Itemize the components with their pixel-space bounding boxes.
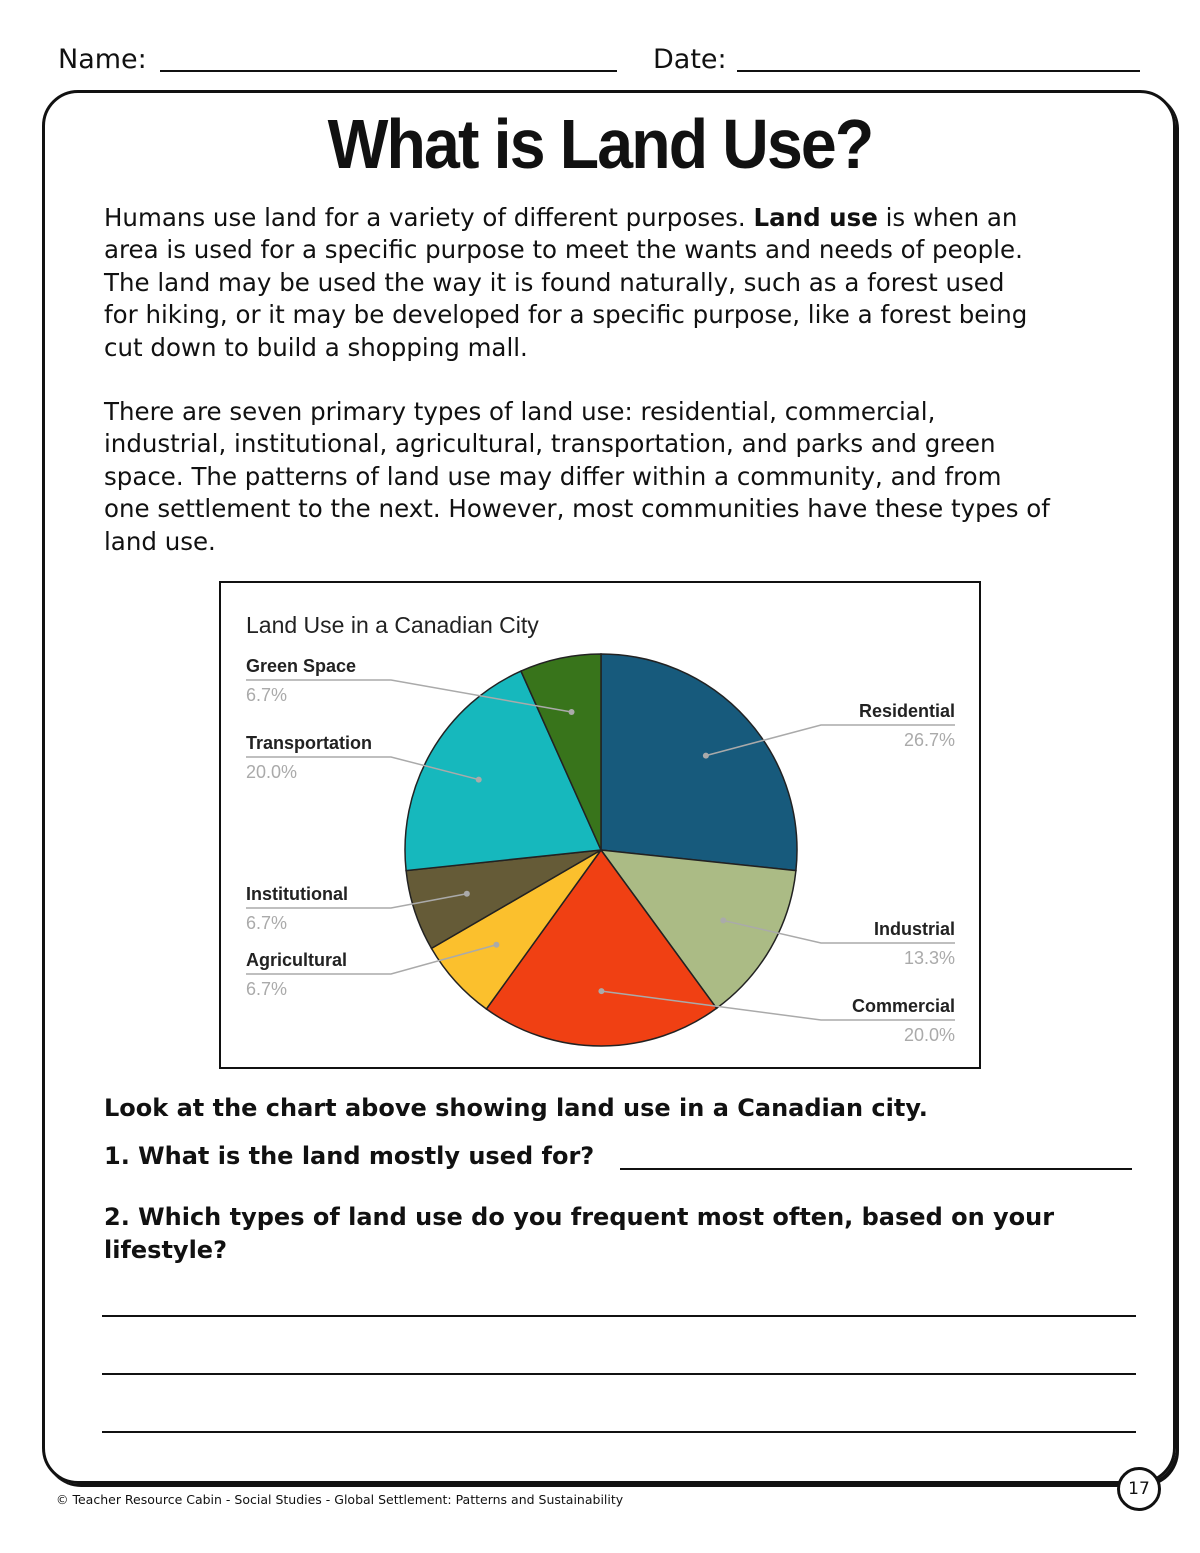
pie-slice-industrial (599, 849, 797, 1010)
leader-line-agricultural (246, 944, 497, 975)
pie-chart-svg: Land Use in a Canadian City Residential 2… (246, 612, 955, 1047)
label-agricultural: Agricultural (246, 950, 347, 970)
text-line: space. The patterns of land use may diff… (104, 461, 1002, 491)
leader-line-transportation (246, 756, 479, 781)
pie-slice-transportation (404, 670, 603, 872)
types-paragraph: There are seven primary types of land us… (104, 396, 1050, 558)
answer-2-line[interactable] (102, 1315, 1136, 1317)
leader-line-green-space (246, 679, 572, 713)
intro-paragraph: Humans use land for a variety of differe… (104, 202, 1027, 364)
text-line: for hiking, or it may be developed for a… (104, 300, 1028, 330)
question-2-line1: 2. Which types of land use do you freque… (104, 1203, 1055, 1231)
label-green-space: Green Space (246, 656, 356, 676)
worksheet-frame (42, 90, 1176, 1484)
question-intro: Look at the chart above showing land use… (104, 1094, 928, 1122)
pie-chart: Land Use in a Canadian City Residential 2… (219, 581, 981, 1069)
pie-slice-commercial (485, 848, 718, 1047)
text-line: one settlement to the next. However, mos… (104, 494, 1050, 524)
pie-slice-residential (600, 653, 798, 872)
answer-2-line[interactable] (102, 1373, 1136, 1375)
text: is when an (877, 203, 1018, 232)
text-line: cut down to build a shopping mall. (104, 332, 528, 362)
leader-dot-commercial (598, 988, 605, 995)
text-line: There are seven primary types of land us… (104, 397, 936, 426)
leader-line-residential (705, 724, 955, 757)
leader-dot-agricultural (493, 941, 500, 948)
leader-dot-transportation (475, 776, 482, 783)
page-number: 17 (1117, 1467, 1161, 1511)
text-line: industrial, institutional, agricultural,… (104, 429, 996, 459)
value-green-space: 6.7% (246, 685, 287, 705)
date-label: Date: (653, 44, 727, 75)
chart-title: Land Use in a Canadian City (246, 612, 539, 638)
name-label: Name: (58, 44, 147, 75)
question-2-line2: lifestyle? (104, 1236, 227, 1264)
text-line: The land may be used the way it is found… (104, 267, 1005, 297)
pie-slice-green-space (519, 653, 602, 851)
name-field[interactable] (160, 70, 617, 72)
leader-dot-industrial (720, 917, 727, 924)
answer-2-line[interactable] (102, 1431, 1136, 1433)
date-field[interactable] (737, 70, 1140, 72)
leader-line-industrial (723, 919, 955, 944)
footer-credit: © Teacher Resource Cabin - Social Studie… (56, 1492, 624, 1507)
bold-term: Land use (753, 203, 878, 232)
label-commercial: Commercial (852, 996, 955, 1016)
leader-dot-institutional (463, 890, 470, 897)
leader-dot-residential (702, 752, 709, 759)
text-line: land use. (104, 526, 216, 556)
label-institutional: Institutional (246, 884, 348, 904)
value-residential: 26.7% (904, 730, 955, 750)
leader-line-institutional (246, 893, 467, 909)
value-agricultural: 6.7% (246, 979, 287, 999)
label-residential: Residential (859, 701, 955, 721)
leader-dot-green-space (568, 708, 575, 715)
value-industrial: 13.3% (904, 948, 955, 968)
label-industrial: Industrial (874, 919, 955, 939)
question-1: 1. What is the land mostly used for? (104, 1142, 595, 1170)
text-line: area is used for a specific purpose to m… (104, 235, 1023, 265)
answer-1-line[interactable] (620, 1168, 1132, 1170)
label-transportation: Transportation (246, 733, 372, 753)
page-title: What is Land Use? (327, 105, 875, 183)
value-transportation: 20.0% (246, 762, 297, 782)
text: Humans use land for a variety of differe… (104, 203, 754, 232)
value-institutional: 6.7% (246, 913, 287, 933)
value-commercial: 20.0% (904, 1025, 955, 1045)
leader-line-commercial (601, 990, 955, 1021)
